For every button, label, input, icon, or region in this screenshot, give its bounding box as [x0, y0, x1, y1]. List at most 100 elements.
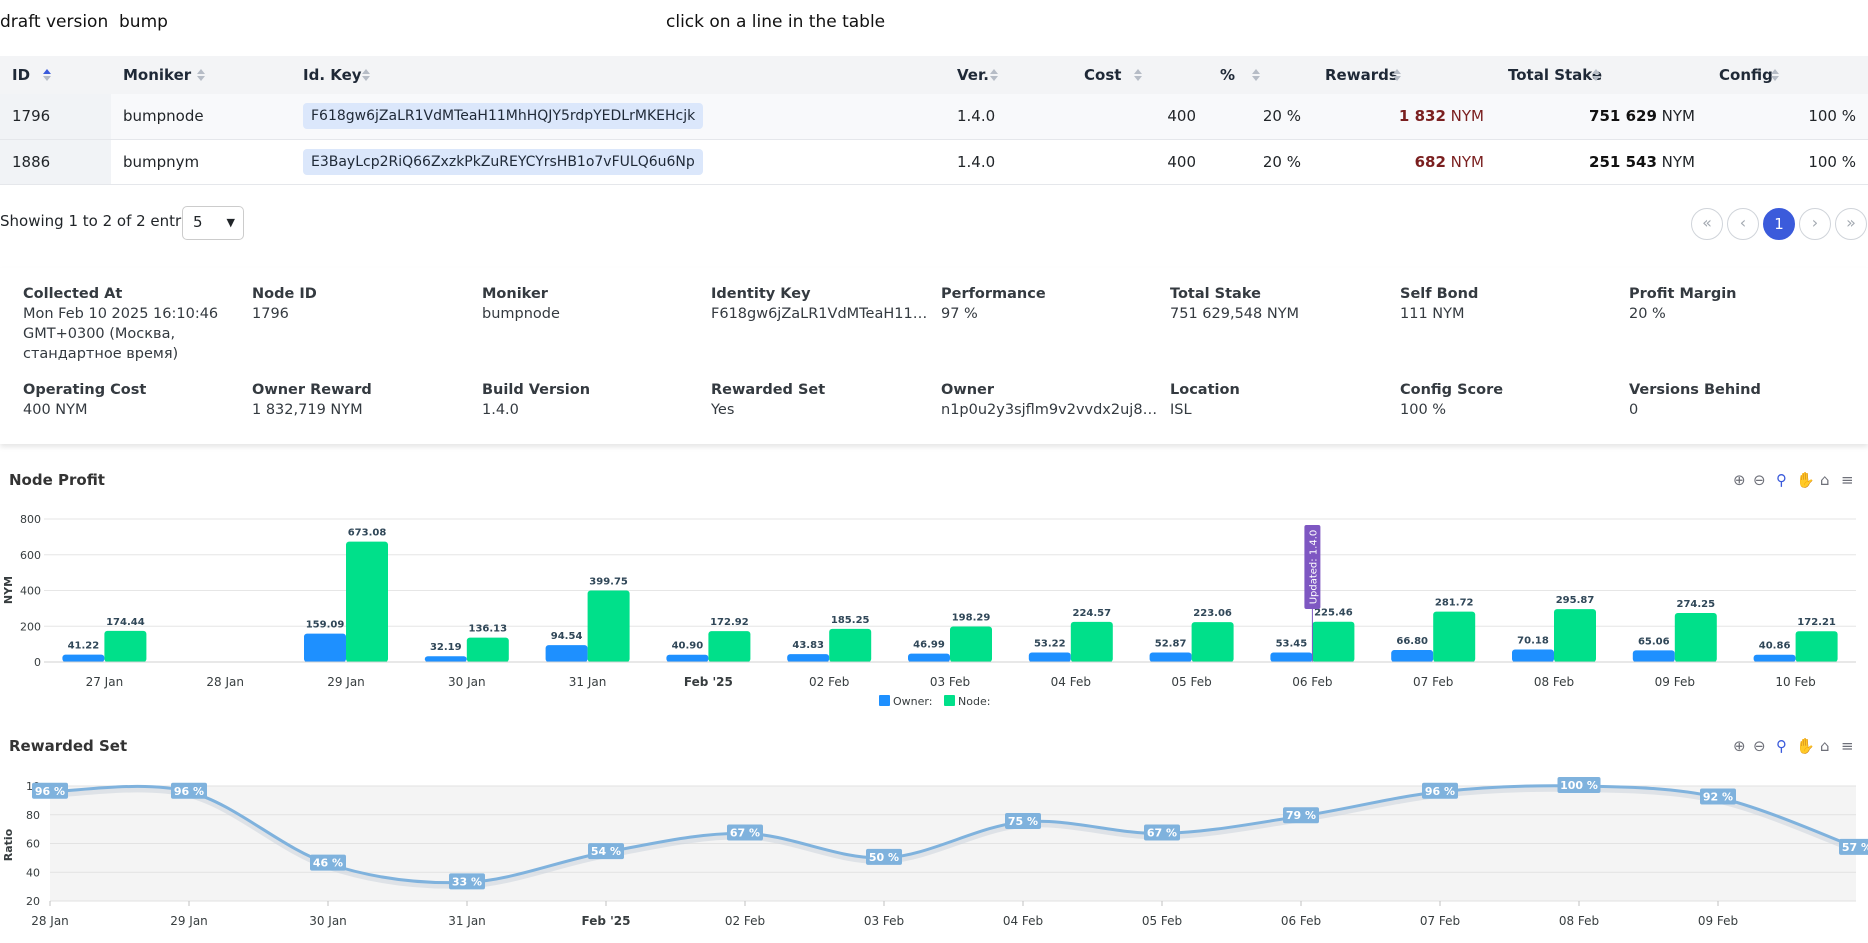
legend-label-owner: Owner: [893, 695, 932, 708]
id-key-pill[interactable]: E3BayLcp2RiQ66ZxzkPkZuREYCYrsHB1o7vFULQ6… [303, 148, 703, 175]
first-page-icon[interactable]: « [1691, 208, 1723, 240]
sort-icon[interactable] [1393, 69, 1401, 81]
column-header-config[interactable]: Config [1707, 56, 1868, 94]
next-page-icon[interactable]: › [1799, 208, 1831, 240]
data-label: 57 % [1842, 841, 1868, 854]
sort-icon[interactable] [1252, 69, 1260, 81]
draft-version-label: draft version [0, 12, 109, 32]
cell-moniker: bumpnode [111, 94, 291, 140]
home-icon[interactable]: ⌂ [1820, 737, 1830, 755]
x-tick-label: 28 Jan [31, 914, 69, 928]
zoom-out-icon[interactable]: ⊖ [1753, 471, 1766, 489]
owner-bar [1632, 650, 1675, 662]
zoom-out-icon[interactable]: ⊖ [1753, 737, 1766, 755]
cell-config: 100 % [1707, 139, 1868, 185]
y-tick-label: 40 [26, 866, 40, 879]
owner-bar [1512, 649, 1554, 662]
sort-icon[interactable] [1134, 69, 1142, 81]
data-label: 225.46 [1314, 608, 1353, 619]
node-bar [466, 637, 509, 662]
data-label: 33 % [452, 875, 482, 888]
id-key-pill[interactable]: F618gw6jZaLR1VdMTeaH11MhHQJY5rdpYEDLrMKE… [303, 103, 704, 130]
sort-icon[interactable] [362, 69, 370, 81]
data-label: 96 % [35, 785, 65, 798]
data-label-box [1005, 812, 1041, 829]
data-label: 281.72 [1435, 598, 1474, 609]
node-bar [1191, 622, 1234, 662]
x-tick-label: 05 Feb [1142, 914, 1182, 928]
sort-icon[interactable] [990, 69, 998, 81]
data-label-box [449, 873, 485, 890]
data-label: 79 % [1286, 809, 1316, 822]
detail-moniker: Moniker bumpnode [482, 286, 560, 322]
column-header-version[interactable]: Ver. [945, 56, 1072, 94]
detail-identity-key: Identity Key F618gw6jZaLR1VdMTeaH11Mh... [711, 286, 931, 322]
owner-bar [787, 654, 830, 662]
rewarded-set-title: Rewarded Set [9, 737, 128, 755]
x-tick-label: 09 Feb [1655, 675, 1695, 689]
column-header-total-stake[interactable]: Total Stake [1496, 56, 1707, 94]
column-header-cost[interactable]: Cost [1072, 56, 1208, 94]
zoom-in-icon[interactable]: ⊕ [1733, 737, 1746, 755]
data-label-box [1839, 838, 1868, 855]
data-label: 100 % [1560, 779, 1598, 792]
detail-total-stake: Total Stake 751 629,548 NYM [1170, 286, 1300, 322]
x-tick-label: 08 Feb [1534, 675, 1574, 689]
x-tick-label: 29 Jan [327, 675, 365, 689]
detail-collected-at: Collected At Mon Feb 10 2025 16:10:46 GMT… [23, 286, 219, 362]
zoom-select-icon[interactable]: ⚲ [1776, 471, 1787, 489]
node-profit-title: Node Profit [9, 471, 105, 489]
data-label: 274.25 [1677, 599, 1716, 610]
y-tick-label: 0 [34, 656, 41, 669]
last-page-icon[interactable]: » [1835, 208, 1867, 240]
data-label: 67 % [730, 826, 760, 839]
column-header-id[interactable]: ID [0, 56, 111, 94]
cell-id: 1886 [0, 139, 111, 185]
x-tick-label: 29 Jan [170, 914, 208, 928]
x-tick-label: 07 Feb [1413, 675, 1453, 689]
y-tick-label: 20 [26, 895, 40, 908]
pan-hand-icon[interactable]: ✋ [1796, 737, 1815, 755]
column-header-rewards[interactable]: Rewards [1313, 56, 1496, 94]
column-header-moniker[interactable]: Moniker [111, 56, 291, 94]
page-size-select[interactable]: 5 ▼ [182, 206, 244, 240]
menu-icon[interactable]: ≡ [1841, 471, 1854, 489]
cell-rewards: 682 NYM [1313, 139, 1496, 185]
prev-page-icon[interactable]: ‹ [1727, 208, 1759, 240]
detail-build-version: Build Version 1.4.0 [482, 382, 591, 418]
node-profit-toolbar: ⊕ ⊖ ⚲ ✋ ⌂ ≡ [1733, 471, 1863, 491]
x-tick-label: 05 Feb [1171, 675, 1211, 689]
y-tick-label: 200 [20, 620, 41, 633]
home-icon[interactable]: ⌂ [1820, 471, 1830, 489]
zoom-select-icon[interactable]: ⚲ [1776, 737, 1787, 755]
sort-icon[interactable] [1771, 69, 1779, 81]
x-tick-label: 27 Jan [86, 675, 124, 689]
menu-icon[interactable]: ≡ [1841, 737, 1854, 755]
data-label: 92 % [1703, 791, 1733, 804]
owner-bar [1391, 650, 1434, 662]
x-tick-label: 02 Feb [725, 914, 765, 928]
owner-bar [1028, 652, 1071, 662]
page-1-button[interactable]: 1 [1763, 208, 1795, 240]
owner-bar [908, 653, 950, 662]
y-tick-label: 80 [26, 809, 40, 822]
data-label-box [1557, 777, 1601, 793]
cell-cost: 400 [1072, 94, 1208, 140]
x-tick-label: Feb '25 [582, 914, 631, 928]
column-header-percent[interactable]: % [1208, 56, 1313, 94]
zoom-in-icon[interactable]: ⊕ [1733, 471, 1746, 489]
node-details-card: Collected At Mon Feb 10 2025 16:10:46 GMT… [0, 268, 1868, 444]
sort-icon[interactable] [197, 69, 205, 81]
sort-asc-icon[interactable] [43, 69, 51, 81]
table-row[interactable]: 1796 bumpnode F618gw6jZaLR1VdMTeaH11MhHQ… [0, 94, 1868, 140]
pan-hand-icon[interactable]: ✋ [1796, 471, 1815, 489]
sort-icon[interactable] [1592, 69, 1600, 81]
cell-rewards: 1 832 NYM [1313, 94, 1496, 140]
x-tick-label: 31 Jan [569, 675, 607, 689]
x-tick-label: 04 Feb [1003, 914, 1043, 928]
y-tick-label: 400 [20, 585, 41, 598]
column-header-id-key[interactable]: Id. Key [291, 56, 945, 94]
table-row[interactable]: 1886 bumpnym E3BayLcp2RiQ66ZxzkPkZuREYCY… [0, 139, 1868, 185]
x-tick-label: 04 Feb [1051, 675, 1091, 689]
data-label-box [1283, 807, 1319, 824]
